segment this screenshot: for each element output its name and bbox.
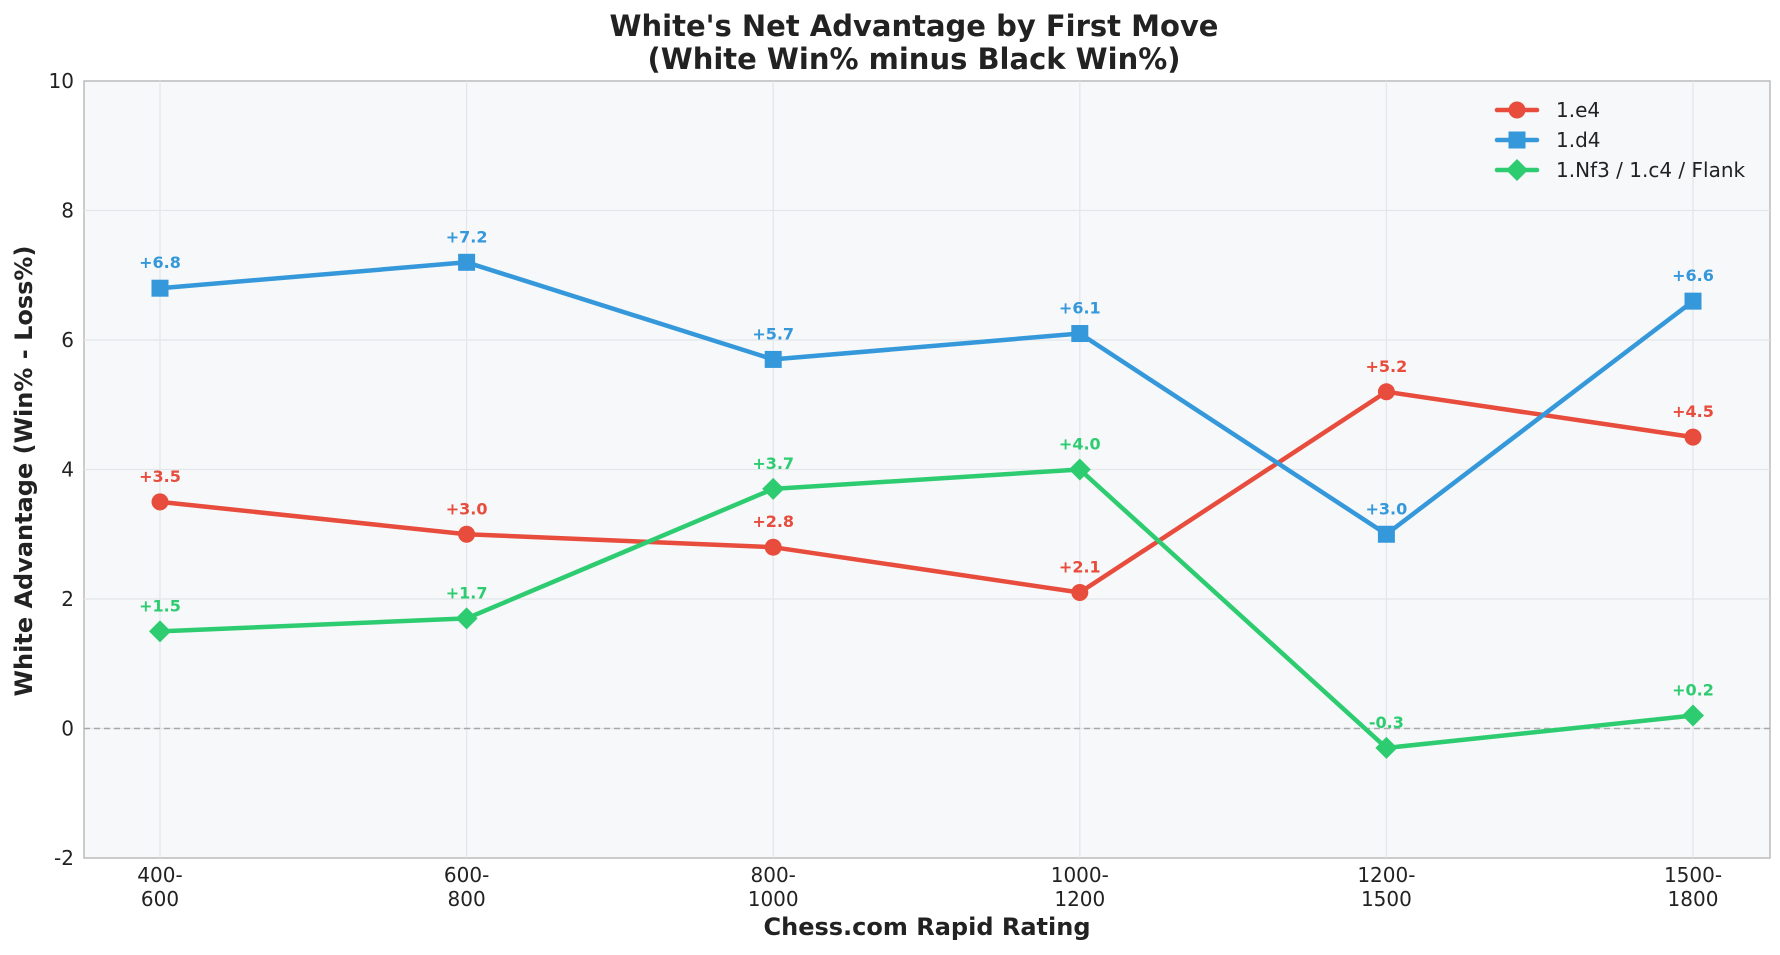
data-label: +5.2 (1366, 357, 1408, 376)
y-axis-ticks: -2 0 2 4 6 8 10 (49, 69, 74, 870)
x-tick-label: 1200- (1357, 863, 1415, 887)
y-tick-label: 0 (61, 717, 74, 741)
series-line (157, 389, 1696, 595)
series-line (157, 467, 1696, 751)
series: +1.5 +1.7 +3.7 +4.0 -0.3 +0.2 (139, 435, 1714, 759)
data-point (1068, 458, 1091, 481)
x-tick-label: 600 (141, 887, 179, 911)
data-point (1377, 383, 1395, 401)
y-tick-label: 2 (61, 587, 74, 611)
data-label: +1.7 (446, 583, 488, 602)
series-group: +3.5 +3.0 +2.8 +2.1 +5.2 +4.5 +6.8 +7.2 +5.7 +6.1… (139, 227, 1714, 759)
data-point (151, 279, 169, 297)
x-axis-label: Chess.com Rapid Rating (764, 913, 1091, 941)
data-point (1684, 428, 1702, 446)
data-label: +5.7 (752, 324, 794, 343)
data-point (458, 525, 476, 543)
data-label: +4.5 (1672, 402, 1714, 421)
data-label: +3.7 (752, 454, 794, 473)
data-point (149, 620, 171, 643)
data-label: +6.6 (1672, 266, 1714, 285)
data-label: -0.3 (1369, 713, 1404, 732)
x-tick-label: 600- (444, 863, 489, 887)
series: +6.8 +7.2 +5.7 +6.1 +3.0 +6.6 (139, 227, 1714, 543)
legend-item: 1.d4 (1494, 128, 1601, 152)
data-point (1506, 159, 1528, 181)
x-tick-label: 1800 (1668, 887, 1719, 911)
data-label: +4.0 (1059, 435, 1101, 454)
series: +3.5 +3.0 +2.8 +2.1 +5.2 +4.5 (139, 357, 1714, 602)
data-point (764, 538, 782, 556)
data-label: +6.8 (139, 253, 181, 272)
data-label: +2.1 (1059, 558, 1101, 577)
y-tick-label: 10 (49, 69, 74, 93)
y-tick-label: -2 (54, 846, 74, 870)
x-tick-label: 1500 (1361, 887, 1412, 911)
data-label: +3.5 (139, 467, 181, 486)
x-axis-ticks: 400-600600-800800-10001000-12001200-1500… (137, 863, 1722, 911)
y-tick-label: 8 (61, 199, 74, 223)
data-point (762, 477, 785, 500)
data-point (1071, 584, 1089, 602)
data-label: +2.8 (752, 512, 794, 531)
data-point (1682, 704, 1704, 727)
chart-title: White's Net Advantage by First Move (610, 9, 1219, 43)
x-tick-label: 1200 (1054, 887, 1105, 911)
data-point (1508, 131, 1526, 149)
x-tick-label: 1000 (748, 887, 799, 911)
legend-label: 1.d4 (1556, 128, 1601, 152)
x-tick-label: 1500- (1664, 863, 1722, 887)
data-label: +3.0 (446, 499, 488, 518)
y-axis-label: White Advantage (Win% - Loss%) (10, 246, 38, 697)
x-tick-label: 1000- (1051, 863, 1109, 887)
data-point (151, 493, 169, 511)
y-tick-label: 6 (61, 328, 74, 352)
x-tick-label: 800 (448, 887, 486, 911)
x-tick-label: 400- (137, 863, 182, 887)
data-label: +3.0 (1366, 499, 1408, 518)
data-point (1377, 525, 1395, 543)
legend-label: 1.Nf3 / 1.c4 / Flank (1556, 158, 1746, 182)
legend: 1.e4 1.d4 1.Nf3 / 1.c4 / Flank (1494, 98, 1746, 182)
chart-subtitle: (White Win% minus Black Win%) (647, 42, 1180, 76)
legend-label: 1.e4 (1556, 98, 1600, 122)
legend-item: 1.e4 (1494, 98, 1600, 122)
data-point (455, 607, 478, 630)
data-point (1684, 292, 1702, 310)
data-label: +0.2 (1672, 681, 1714, 700)
series-line (157, 260, 1696, 537)
data-label: +6.1 (1059, 299, 1101, 318)
y-tick-label: 4 (61, 458, 74, 482)
data-point (1508, 101, 1526, 119)
legend-item: 1.Nf3 / 1.c4 / Flank (1494, 158, 1746, 182)
data-point (1375, 736, 1398, 759)
data-label: +1.5 (139, 596, 181, 615)
data-label: +7.2 (446, 227, 488, 246)
data-point (458, 253, 476, 271)
x-tick-label: 800- (751, 863, 796, 887)
data-point (1071, 325, 1089, 343)
data-point (764, 350, 782, 368)
